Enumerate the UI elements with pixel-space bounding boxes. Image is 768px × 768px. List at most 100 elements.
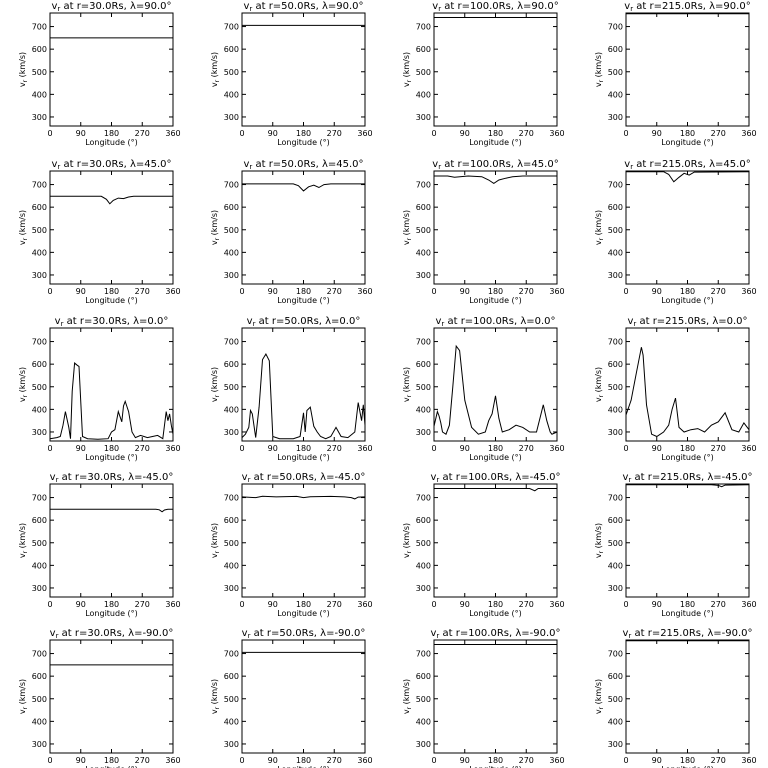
x-tick-label: 90 xyxy=(652,444,662,453)
y-tick-label: 400 xyxy=(608,248,623,257)
y-axis-label: vr (km/s) xyxy=(402,523,413,558)
panel-title: vr at r=215.0Rs, λ=45.0° xyxy=(624,159,750,171)
y-tick-label: 600 xyxy=(32,516,47,525)
y-tick-label: 500 xyxy=(32,226,47,235)
y-tick-label: 400 xyxy=(416,561,431,570)
panel-title: vr at r=50.0Rs, λ=0.0° xyxy=(247,316,361,328)
x-tick-label: 90 xyxy=(460,444,470,453)
x-tick-label: 0 xyxy=(623,287,628,296)
x-tick-label: 90 xyxy=(76,444,86,453)
x-tick-label: 90 xyxy=(76,287,86,296)
x-axis-label: Longitude (°) xyxy=(85,453,138,462)
x-tick-label: 0 xyxy=(623,756,628,765)
chart-panel: 0 90 180 270 360 300 400 500 600 700 vr at r=50.0R… xyxy=(210,316,373,462)
chart-panel: 0 90 180 270 360 300 400 500 600 700 vr at r=30.0R… xyxy=(18,472,181,618)
panel-title: vr at r=30.0Rs, λ=90.0° xyxy=(51,1,171,13)
x-tick-label: 90 xyxy=(460,600,470,609)
y-tick-label: 500 xyxy=(416,539,431,548)
x-tick-label: 0 xyxy=(47,129,52,138)
y-tick-label: 700 xyxy=(32,23,47,32)
chart-panel: 0 90 180 270 360 300 400 500 600 700 vr at r=30.0R… xyxy=(18,628,181,768)
x-tick-label: 360 xyxy=(741,287,756,296)
y-tick-label: 300 xyxy=(416,428,431,437)
y-tick-label: 300 xyxy=(224,271,239,280)
x-tick-label: 360 xyxy=(741,444,756,453)
y-tick-label: 300 xyxy=(416,740,431,749)
x-tick-label: 360 xyxy=(741,129,756,138)
x-tick-label: 360 xyxy=(741,756,756,765)
y-tick-label: 600 xyxy=(416,203,431,212)
plot-frame xyxy=(49,483,174,598)
x-axis-label: Longitude (°) xyxy=(661,296,714,305)
y-tick-label: 400 xyxy=(608,90,623,99)
y-tick-label: 400 xyxy=(32,90,47,99)
y-axis-label: vr (km/s) xyxy=(18,679,29,714)
x-tick-label: 180 xyxy=(488,600,503,609)
x-tick-label: 0 xyxy=(623,129,628,138)
y-tick-label: 300 xyxy=(32,428,47,437)
y-tick-label: 500 xyxy=(416,68,431,77)
plot-frame xyxy=(49,639,174,754)
y-tick-label: 600 xyxy=(224,516,239,525)
chart-panel: 0 90 180 270 360 300 400 500 600 700 vr at r=100.0… xyxy=(402,628,565,768)
x-axis-label: Longitude (°) xyxy=(661,609,714,618)
plot-frame xyxy=(49,170,174,285)
y-tick-label: 700 xyxy=(608,23,623,32)
x-tick-label: 90 xyxy=(76,129,86,138)
y-tick-label: 300 xyxy=(608,584,623,593)
y-tick-label: 600 xyxy=(32,45,47,54)
x-tick-label: 270 xyxy=(135,129,150,138)
x-tick-label: 180 xyxy=(296,129,311,138)
y-axis-label: vr (km/s) xyxy=(210,523,221,558)
y-tick-label: 600 xyxy=(608,45,623,54)
y-tick-label: 700 xyxy=(416,494,431,503)
x-tick-label: 180 xyxy=(680,287,695,296)
x-axis-label: Longitude (°) xyxy=(469,296,522,305)
x-tick-label: 90 xyxy=(268,756,278,765)
y-tick-label: 500 xyxy=(608,226,623,235)
panel-title: vr at r=215.0Rs, λ=0.0° xyxy=(627,316,747,328)
y-tick-label: 500 xyxy=(416,695,431,704)
y-tick-label: 300 xyxy=(32,113,47,122)
x-tick-label: 180 xyxy=(104,600,119,609)
series-line xyxy=(433,344,558,435)
x-axis-label: Longitude (°) xyxy=(85,138,138,147)
chart-panel: 0 90 180 270 360 300 400 500 600 700 vr at r=215.0… xyxy=(594,472,757,618)
panel-title: vr at r=100.0Rs, λ=0.0° xyxy=(435,316,555,328)
series-line xyxy=(49,361,174,440)
y-axis-label: vr (km/s) xyxy=(210,367,221,402)
x-tick-label: 180 xyxy=(296,600,311,609)
chart-panel: 0 90 180 270 360 300 400 500 600 700 vr at r=50.0R… xyxy=(210,628,373,768)
panel-title: vr at r=50.0Rs, λ=-90.0° xyxy=(242,628,366,640)
y-tick-label: 600 xyxy=(416,516,431,525)
series-line xyxy=(50,195,173,205)
panel-title: vr at r=100.0Rs, λ=90.0° xyxy=(432,1,558,13)
x-axis-label: Longitude (°) xyxy=(277,609,330,618)
x-tick-label: 0 xyxy=(431,756,436,765)
x-tick-label: 90 xyxy=(268,600,278,609)
y-tick-label: 300 xyxy=(224,584,239,593)
y-tick-label: 400 xyxy=(224,248,239,257)
x-tick-label: 90 xyxy=(460,287,470,296)
y-tick-label: 400 xyxy=(416,405,431,414)
x-tick-label: 360 xyxy=(357,287,372,296)
panel-title: vr at r=215.0Rs, λ=-90.0° xyxy=(622,628,752,640)
x-tick-label: 270 xyxy=(519,129,534,138)
plot-frame xyxy=(241,639,366,754)
y-tick-label: 600 xyxy=(32,360,47,369)
y-axis-label: vr (km/s) xyxy=(18,210,29,245)
y-tick-label: 700 xyxy=(608,181,623,190)
y-tick-label: 600 xyxy=(224,45,239,54)
series-line xyxy=(241,352,366,440)
x-tick-label: 90 xyxy=(268,444,278,453)
x-tick-label: 360 xyxy=(549,287,564,296)
x-tick-label: 90 xyxy=(268,129,278,138)
y-tick-label: 700 xyxy=(224,494,239,503)
y-tick-label: 600 xyxy=(608,516,623,525)
x-tick-label: 180 xyxy=(488,287,503,296)
y-tick-label: 500 xyxy=(608,539,623,548)
y-tick-label: 300 xyxy=(416,113,431,122)
chart-panel: 0 90 180 270 360 300 400 500 600 700 vr at r=100.0… xyxy=(402,1,565,147)
x-tick-label: 360 xyxy=(357,756,372,765)
y-axis-label: vr (km/s) xyxy=(594,52,605,87)
